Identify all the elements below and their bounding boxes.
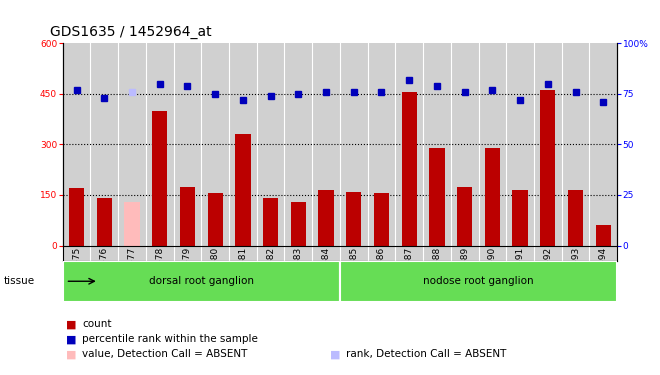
Text: GDS1635 / 1452964_at: GDS1635 / 1452964_at: [50, 26, 211, 39]
Text: GSM63694: GSM63694: [599, 246, 608, 296]
Bar: [69, 188, 84, 246]
Bar: [346, 192, 362, 246]
Text: rank, Detection Call = ABSENT: rank, Detection Call = ABSENT: [346, 350, 507, 359]
Text: GSM63676: GSM63676: [100, 246, 109, 296]
Text: ■: ■: [66, 334, 77, 344]
Bar: [540, 90, 556, 246]
Bar: [124, 202, 140, 246]
Bar: [312, 43, 340, 246]
Text: GSM63682: GSM63682: [266, 246, 275, 296]
Text: GSM63677: GSM63677: [127, 246, 137, 296]
Text: GSM63678: GSM63678: [155, 246, 164, 296]
Bar: [96, 198, 112, 246]
Text: GSM63684: GSM63684: [321, 246, 331, 296]
Bar: [484, 148, 500, 246]
Bar: [207, 194, 223, 246]
Bar: [118, 43, 146, 246]
Bar: [506, 43, 534, 246]
Bar: [340, 43, 368, 246]
Text: count: count: [82, 320, 112, 329]
Bar: [63, 261, 340, 302]
Text: GSM63683: GSM63683: [294, 246, 303, 296]
Text: GSM63685: GSM63685: [349, 246, 358, 296]
Bar: [589, 43, 617, 246]
Bar: [368, 43, 395, 246]
Bar: [595, 225, 611, 246]
Text: GSM63691: GSM63691: [515, 246, 525, 296]
Bar: [229, 43, 257, 246]
Bar: [146, 43, 174, 246]
Bar: [340, 261, 617, 302]
Text: GSM63692: GSM63692: [543, 246, 552, 296]
Bar: [395, 43, 423, 246]
Bar: [478, 43, 506, 246]
Text: GSM63693: GSM63693: [571, 246, 580, 296]
Text: ■: ■: [66, 320, 77, 329]
Text: GSM63690: GSM63690: [488, 246, 497, 296]
Bar: [263, 198, 279, 246]
Text: tissue: tissue: [3, 276, 34, 286]
Bar: [562, 43, 589, 246]
Text: GSM63681: GSM63681: [238, 246, 248, 296]
Bar: [290, 202, 306, 246]
Bar: [90, 43, 118, 246]
Bar: [401, 92, 417, 246]
Bar: [374, 194, 389, 246]
Bar: [512, 190, 528, 246]
Text: ■: ■: [330, 350, 341, 359]
Text: dorsal root ganglion: dorsal root ganglion: [148, 276, 254, 286]
Bar: [180, 187, 195, 246]
Text: GSM63675: GSM63675: [72, 246, 81, 296]
Text: ■: ■: [66, 350, 77, 359]
Bar: [235, 134, 251, 246]
Bar: [284, 43, 312, 246]
Bar: [423, 43, 451, 246]
Text: GSM63679: GSM63679: [183, 246, 192, 296]
Bar: [63, 43, 90, 246]
Bar: [429, 148, 445, 246]
Text: GSM63687: GSM63687: [405, 246, 414, 296]
Bar: [451, 43, 478, 246]
Bar: [534, 43, 562, 246]
Bar: [318, 190, 334, 246]
Bar: [152, 111, 168, 246]
Bar: [257, 43, 284, 246]
Text: nodose root ganglion: nodose root ganglion: [423, 276, 534, 286]
Text: GSM63689: GSM63689: [460, 246, 469, 296]
Text: percentile rank within the sample: percentile rank within the sample: [82, 334, 258, 344]
Text: value, Detection Call = ABSENT: value, Detection Call = ABSENT: [82, 350, 248, 359]
Text: GSM63680: GSM63680: [211, 246, 220, 296]
Bar: [457, 187, 473, 246]
Bar: [174, 43, 201, 246]
Text: GSM63686: GSM63686: [377, 246, 386, 296]
Bar: [201, 43, 229, 246]
Bar: [568, 190, 583, 246]
Text: GSM63688: GSM63688: [432, 246, 442, 296]
